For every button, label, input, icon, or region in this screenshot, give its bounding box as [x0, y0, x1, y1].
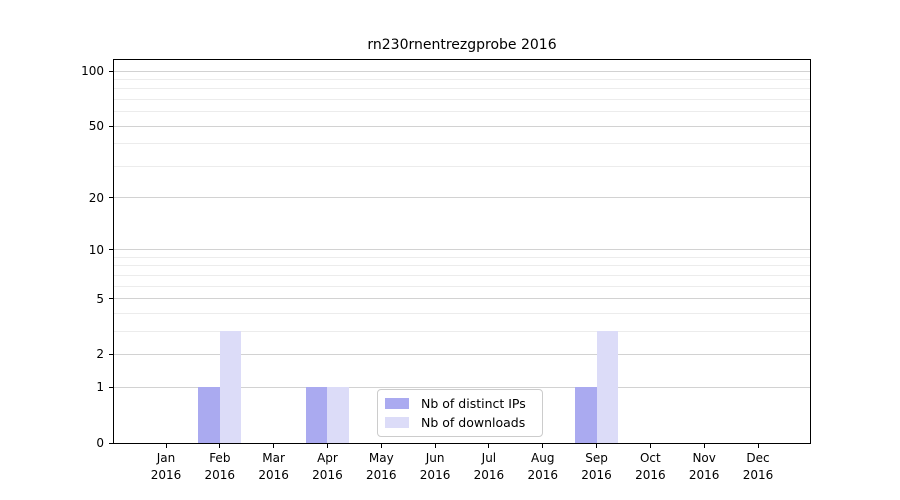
x-tick-mark — [165, 444, 167, 448]
bar-downloads-apr — [327, 387, 349, 443]
x-tick-label-jul: Jul 2016 — [461, 450, 517, 483]
minor-gridline — [114, 79, 810, 81]
minor-gridline — [114, 312, 810, 314]
year-label: 2016 — [150, 467, 182, 482]
major-gridline — [114, 249, 810, 251]
minor-gridline — [114, 111, 810, 113]
x-tick-label-sep: Sep 2016 — [569, 450, 625, 483]
x-tick-label-feb: Feb 2016 — [192, 450, 248, 483]
year-label: 2016 — [419, 467, 451, 482]
chart-title: rn230rnentrezgprobe 2016 — [367, 37, 557, 53]
bar-distinct-ips-apr — [305, 387, 328, 443]
x-tick-label-oct: Oct 2016 — [622, 450, 678, 483]
year-label: 2016 — [473, 467, 505, 482]
month-label: Oct — [639, 451, 661, 465]
x-tick-label-jan: Jan 2016 — [138, 450, 194, 483]
x-tick-label-mar: Mar 2016 — [246, 450, 302, 483]
major-gridline — [114, 298, 810, 300]
y-tick-label: 1 — [96, 380, 104, 395]
x-tick-mark — [326, 444, 328, 448]
minor-gridline — [114, 330, 810, 332]
x-tick-mark — [542, 444, 544, 448]
minor-gridline — [114, 285, 810, 287]
month-label: Dec — [746, 451, 770, 465]
legend-item-distinct-ips: Nb of distinct IPs — [385, 394, 534, 413]
legend-item-downloads: Nb of downloads — [385, 413, 534, 432]
x-tick-label-apr: Apr 2016 — [299, 450, 355, 483]
bar-downloads-feb — [219, 331, 242, 443]
y-tick-mark — [109, 353, 113, 355]
bar-downloads-sep — [596, 331, 619, 443]
month-label: Jan — [156, 451, 176, 465]
x-tick-mark — [757, 444, 759, 448]
x-tick-label-dec: Dec 2016 — [730, 450, 786, 483]
year-label: 2016 — [742, 467, 774, 482]
minor-gridline — [114, 274, 810, 276]
major-gridline — [114, 125, 810, 127]
legend: Nb of distinct IPs Nb of downloads — [377, 389, 543, 437]
y-tick-mark — [109, 442, 113, 444]
x-tick-mark — [273, 444, 275, 448]
y-tick-label: 10 — [88, 242, 104, 257]
y-tick-mark — [109, 386, 113, 388]
x-tick-label-nov: Nov 2016 — [676, 450, 732, 483]
year-label: 2016 — [688, 467, 720, 482]
month-label: Aug — [531, 451, 555, 465]
major-gridline — [114, 353, 810, 355]
major-gridline — [114, 386, 810, 388]
x-tick-mark — [434, 444, 436, 448]
year-label: 2016 — [635, 467, 666, 482]
x-tick-mark — [380, 444, 382, 448]
major-gridline — [114, 70, 810, 72]
minor-gridline — [114, 88, 810, 90]
x-tick-mark — [596, 444, 598, 448]
year-label: 2016 — [365, 467, 397, 482]
y-tick-mark — [109, 70, 113, 72]
x-tick-label-jun: Jun 2016 — [407, 450, 463, 483]
minor-gridline — [114, 99, 810, 101]
bar-distinct-ips-feb — [198, 387, 220, 443]
y-tick-label: 5 — [96, 291, 104, 306]
month-label: Feb — [209, 451, 231, 465]
plot-area: Nb of distinct IPs Nb of downloads — [113, 59, 811, 444]
minor-gridline — [114, 256, 810, 258]
month-label: Jun — [425, 451, 445, 465]
y-tick-mark — [109, 125, 113, 127]
x-tick-label-aug: Aug 2016 — [515, 450, 571, 483]
month-label: Mar — [262, 451, 285, 465]
minor-gridline — [114, 165, 810, 167]
x-tick-mark — [488, 444, 490, 448]
x-tick-mark — [219, 444, 221, 448]
y-tick-label: 2 — [96, 347, 104, 362]
y-tick-label: 100 — [81, 64, 104, 79]
legend-swatch-distinct-ips — [385, 398, 409, 409]
month-label: Nov — [692, 451, 716, 465]
year-label: 2016 — [581, 467, 612, 482]
legend-label-downloads: Nb of downloads — [421, 415, 526, 430]
year-label: 2016 — [204, 467, 236, 482]
legend-label-distinct-ips: Nb of distinct IPs — [421, 396, 526, 411]
month-label: Apr — [317, 451, 338, 465]
x-tick-mark — [649, 444, 651, 448]
y-tick-label: 50 — [88, 119, 104, 134]
legend-swatch-downloads — [385, 417, 409, 428]
month-label: May — [368, 451, 394, 465]
minor-gridline — [114, 265, 810, 267]
x-tick-label-may: May 2016 — [353, 450, 409, 483]
minor-gridline — [114, 143, 810, 145]
bar-distinct-ips-sep — [575, 387, 597, 443]
month-label: Jul — [481, 451, 497, 465]
y-tick-mark — [109, 249, 113, 251]
year-label: 2016 — [258, 467, 289, 482]
x-tick-mark — [703, 444, 705, 448]
major-gridline — [114, 197, 810, 199]
month-label: Sep — [585, 451, 608, 465]
y-tick-label: 20 — [88, 190, 104, 205]
year-label: 2016 — [312, 467, 343, 482]
y-tick-label: 0 — [96, 436, 104, 450]
y-tick-mark — [109, 197, 113, 199]
year-label: 2016 — [527, 467, 558, 482]
y-tick-mark — [109, 298, 113, 300]
